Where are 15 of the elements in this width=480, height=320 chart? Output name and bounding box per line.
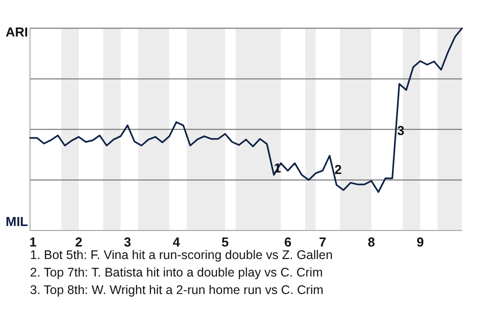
text: MIL [6, 214, 28, 229]
x-tick-label: 2 [75, 234, 82, 250]
x-tick-label: 9 [416, 234, 424, 250]
text: 3. Top 8th: W. Wright hit a 2-run home run vs C. Crim [30, 283, 324, 297]
x-tick-label: 8 [368, 234, 376, 250]
x-tick-label: 7 [319, 234, 326, 250]
text: ARI [6, 24, 28, 40]
text: 1. Bot 5th: F. Vina hit a run-scoring double vs Z. Gallen [30, 248, 333, 262]
text: 2. Top 7th: T. Batista hit into a double play vs C. Crim [30, 266, 323, 280]
annotation: 2 [334, 162, 342, 177]
x-tick-label: 1 [29, 234, 37, 250]
x-tick-label: 5 [221, 234, 229, 250]
x-tick-label: 3 [124, 234, 132, 250]
x-tick-label: 4 [172, 234, 181, 250]
x-tick-label: 6 [284, 234, 292, 250]
